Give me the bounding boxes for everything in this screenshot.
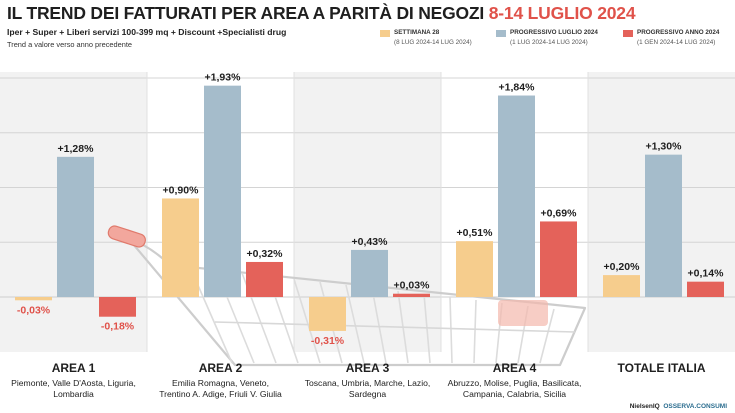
category-detail: Trentino A. Adige, Friuli V. Giulia [159,389,282,399]
chart-subtitle: Iper + Super + Liberi servizi 100-399 mq… [7,27,287,37]
legend-swatch [380,30,390,37]
category-detail: Campania, Calabria, Sicilia [463,389,566,399]
category-detail: Abruzzo, Molise, Puglia, Basilicata, [448,378,582,388]
bar [204,85,241,297]
cart-handle [107,225,146,248]
legend-sublabel: (8 LUG 2024-14 LUG 2024) [394,39,472,46]
bar [540,221,577,297]
data-label: -0,18% [101,321,135,333]
data-label: -0,31% [311,335,345,347]
chart-header: IL TREND DEI FATTURATI PER AREA A PARITÀ… [0,0,735,60]
data-label: +0,43% [352,236,389,248]
category-label: TOTALE ITALIA [618,361,706,375]
chart-note: Trend a valore verso anno precedente [7,40,133,49]
legend-sublabel: (1 LUG 2024-14 LUG 2024) [510,39,588,46]
bar [246,261,283,297]
category-label: AREA 2 [199,361,243,375]
bar [15,297,52,301]
bar [645,154,682,297]
legend-label: SETTIMANA 28 [394,29,440,36]
chart-title: IL TREND DEI FATTURATI PER AREA A PARITÀ… [7,3,636,24]
bar [603,275,640,297]
bar [99,297,136,317]
cart-bumper [498,300,548,326]
title-main: IL TREND DEI FATTURATI PER AREA A PARITÀ… [7,3,485,23]
outlet-logo: OSSERVA.CONSUMI [663,403,727,410]
data-label: +0,20% [604,261,641,273]
nielsen-logo: NielsenIQ [629,403,660,410]
data-label: +0,69% [541,207,578,219]
legend-swatch [496,30,506,37]
data-label: +0,51% [457,227,494,239]
cart-wire [449,296,453,364]
bar [498,95,535,297]
shopping-cart-illustration [107,225,587,367]
bar-chart: -0,03% +0,90% -0,31% +0,51% +0,20% +1,28% +1,9… [0,72,735,399]
data-label: +0,32% [247,248,284,260]
data-label: +1,93% [205,72,242,84]
data-label: +1,30% [646,141,683,153]
cart-wire [539,308,555,364]
legend-label: PROGRESSIVO ANNO 2024 [637,29,720,36]
data-label: -0,03% [17,304,51,316]
cart-wire [293,278,321,364]
category-label: AREA 3 [346,361,390,375]
category-detail: Sardegna [349,389,386,399]
cart-wire [214,321,576,333]
bar [162,198,199,297]
category-label: AREA 1 [52,361,96,375]
bar [351,249,388,297]
legend-sublabel: (1 GEN 2024-14 LUG 2024) [637,39,716,46]
data-label: +0,03% [394,280,431,292]
bar [57,156,94,297]
title-accent: 8-14 LUGLIO 2024 [488,3,636,23]
bar [687,281,724,297]
data-label: +0,90% [163,184,200,196]
legend-label: PROGRESSIVO LUGLIO 2024 [510,29,598,36]
cart-wire [345,284,365,364]
legend-swatch [623,30,633,37]
bar [456,241,493,297]
cart-wire [473,299,477,364]
category-detail: Emilia Romagna, Veneto, [172,378,269,388]
category-label: AREA 4 [493,361,537,375]
source-credits: NielsenIQ OSSERVA.CONSUMI [630,403,727,410]
data-label: +0,14% [688,268,725,280]
category-detail: Toscana, Umbria, Marche, Lazio, [305,378,431,388]
data-label: +1,84% [499,82,536,94]
data-label: +1,28% [58,143,95,155]
bar [309,297,346,331]
bar [393,293,430,297]
category-detail: Lombardia [53,389,94,399]
cart-wire [371,287,387,364]
category-detail: Piemonte, Valle D'Aosta, Liguria, [11,378,136,388]
